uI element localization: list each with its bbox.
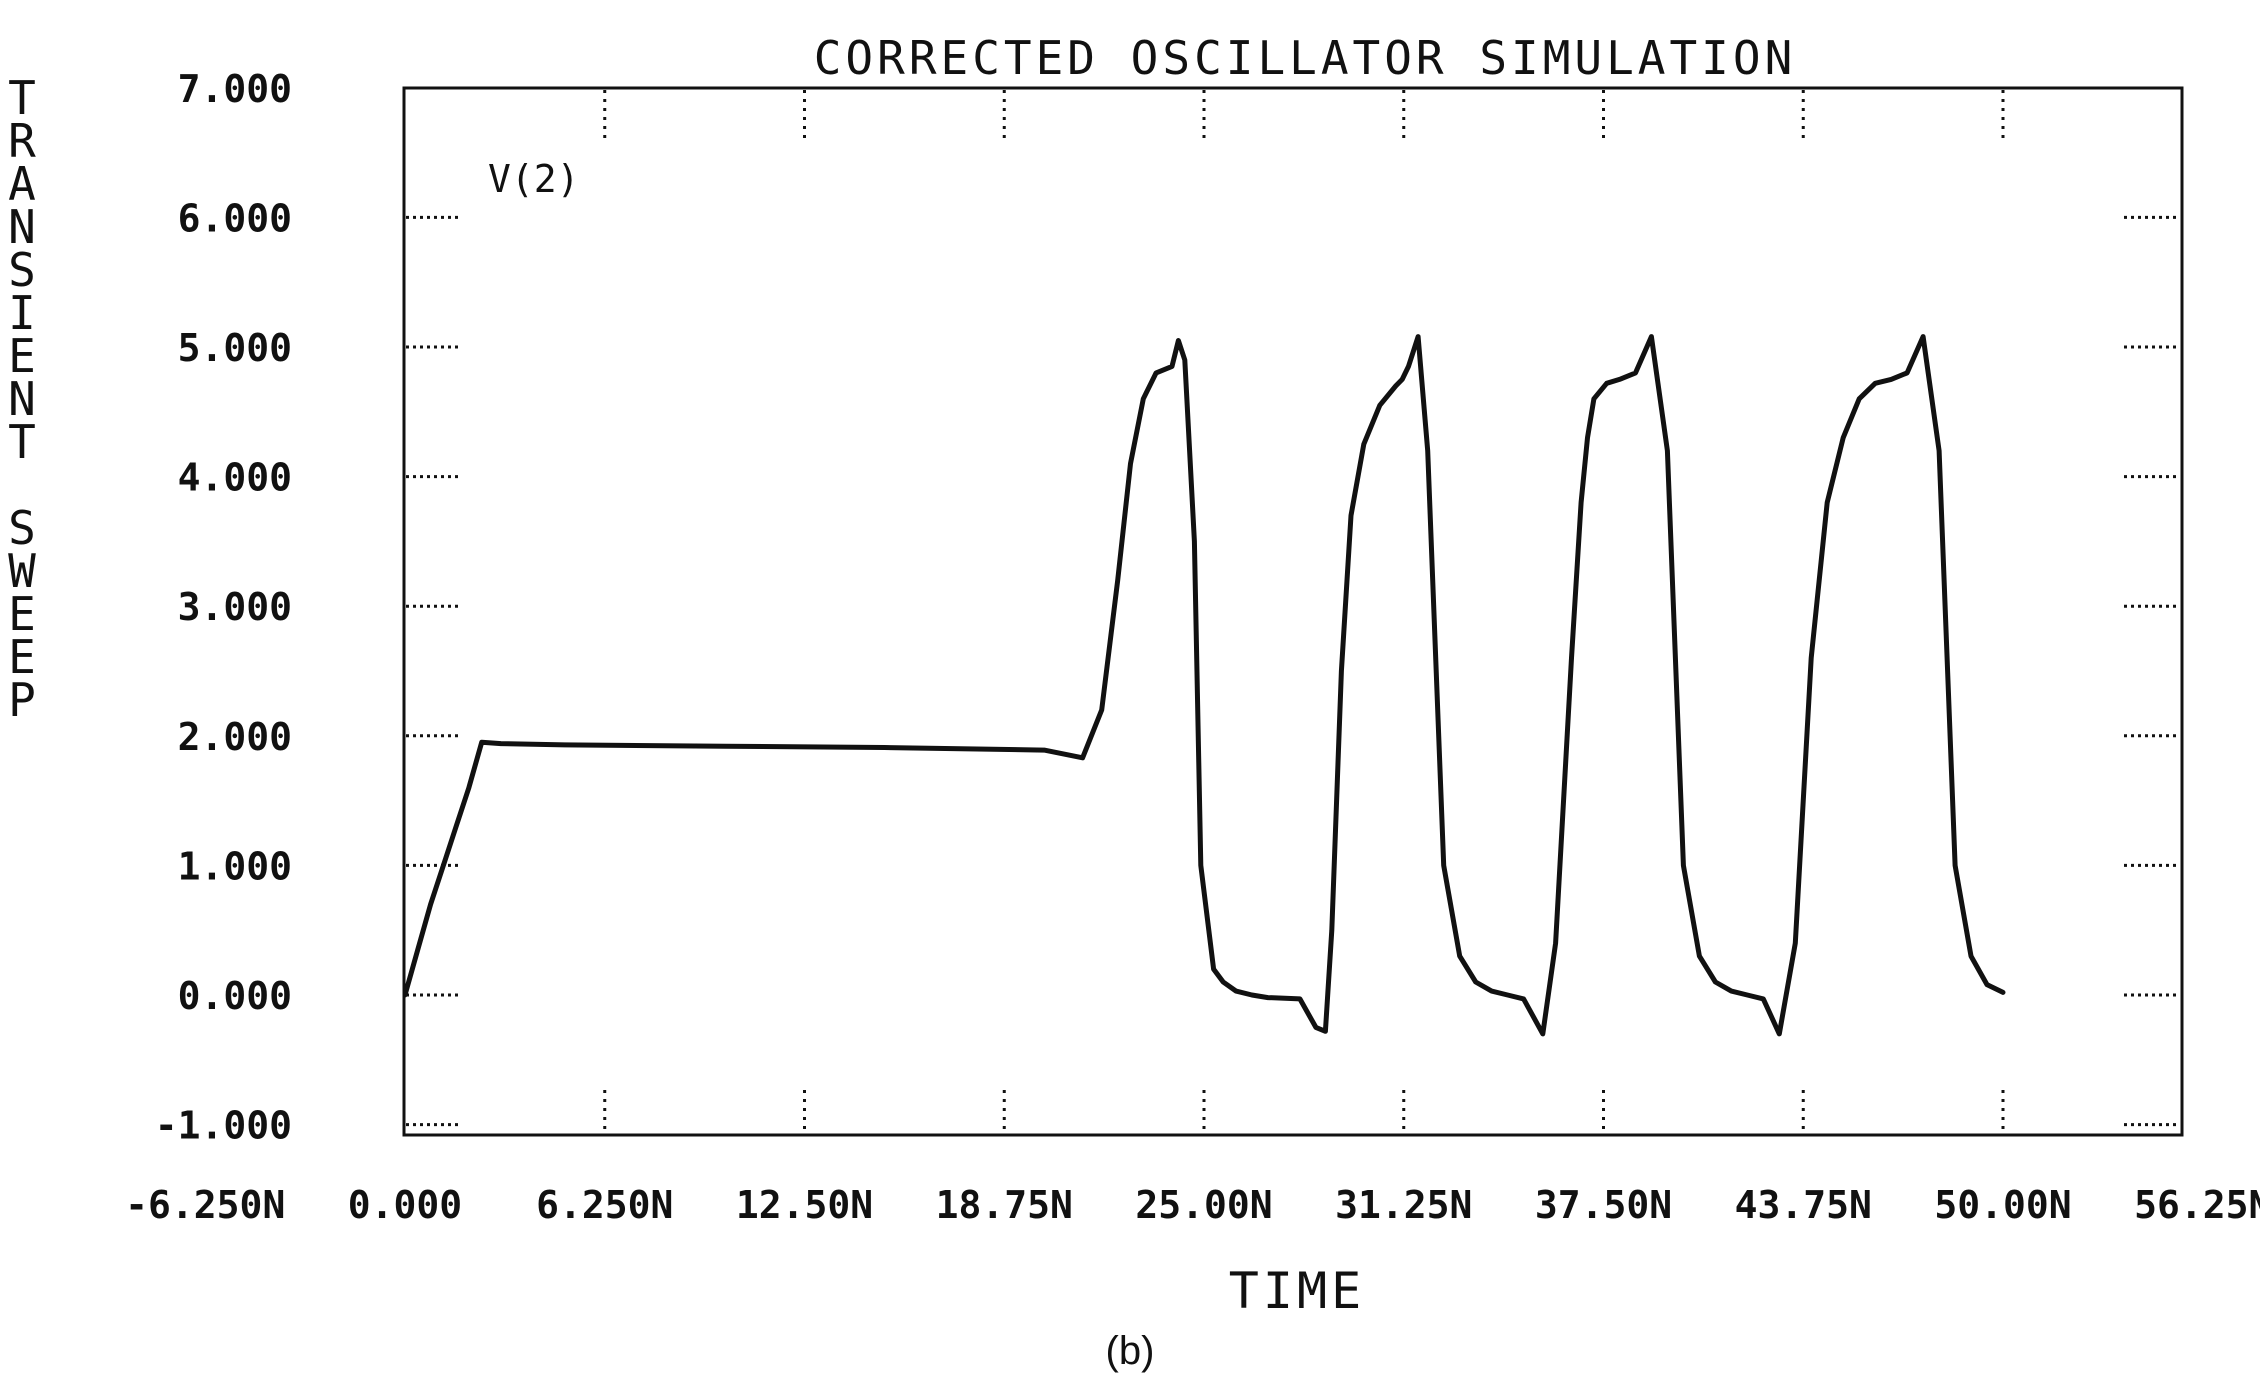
- y-axis-label-char-11: W: [8, 544, 36, 598]
- plot-frame: [402, 86, 2184, 1137]
- y-tick-label-8: 7.000: [178, 67, 292, 111]
- y-axis-label-char-4: S: [8, 243, 36, 297]
- y-axis-label-char-1: R: [8, 114, 36, 168]
- y-tick-label-4: 3.000: [178, 585, 292, 629]
- x-axis-tick-labels: -6.250N 0.000 6.250N 12.50N 18.75N 25.00N 31.2…: [125, 1183, 2260, 1227]
- series-line-0: [402, 334, 2006, 1037]
- x-tick-label-2: 6.250N: [536, 1183, 673, 1227]
- series-label: V(2): [488, 157, 580, 201]
- y-tick-label-7: 6.000: [178, 196, 292, 240]
- x-tick-label-4: 18.75N: [936, 1183, 1073, 1227]
- y-axis-label-char-6: E: [8, 329, 36, 383]
- y-tick-label-5: 4.000: [178, 456, 292, 500]
- x-tick-label-3: 12.50N: [736, 1183, 873, 1227]
- x-axis-label: TIME: [1229, 1262, 1365, 1320]
- y-axis-label-char-13: E: [8, 630, 36, 684]
- y-tick-label-2: 1.000: [178, 844, 292, 888]
- x-tick-label-1: 0.000: [348, 1183, 462, 1227]
- y-axis-label-char-10: S: [8, 501, 36, 555]
- y-axis-label-char-3: N: [8, 200, 36, 254]
- x-axis-ticks: [603, 90, 2005, 1133]
- y-axis-label-char-2: A: [8, 157, 36, 211]
- figure-caption: (b): [1106, 1329, 1155, 1373]
- x-tick-label-8: 43.75N: [1735, 1183, 1872, 1227]
- x-tick-label-5: 25.00N: [1135, 1183, 1272, 1227]
- x-tick-label-0: -6.250N: [125, 1183, 285, 1227]
- y-axis-ticks: [406, 215, 2180, 1127]
- series-group: [402, 334, 2006, 1037]
- y-tick-label-6: 5.000: [178, 326, 292, 370]
- x-tick-label-6: 31.25N: [1335, 1183, 1472, 1227]
- y-axis-label-char-0: T: [8, 71, 36, 125]
- y-tick-label-3: 2.000: [178, 715, 292, 759]
- x-tick-label-9: 50.00N: [1934, 1183, 2071, 1227]
- x-tick-label-10: 56.25N: [2134, 1183, 2260, 1227]
- y-tick-label-0: -1.000: [155, 1104, 292, 1148]
- y-axis-tick-labels: -1.000 0.000 1.000 2.000 3.000 4.000 5.000 6.00…: [155, 67, 292, 1148]
- y-axis-label-char-14: P: [8, 673, 36, 727]
- y-axis-label-char-7: N: [8, 372, 36, 426]
- y-axis-label-char-8: T: [8, 415, 36, 469]
- y-tick-label-1: 0.000: [178, 974, 292, 1018]
- y-axis-label-char-5: I: [8, 286, 36, 340]
- chart-title: CORRECTED OSCILLATOR SIMULATION: [814, 31, 1797, 85]
- x-tick-label-7: 37.50N: [1535, 1183, 1672, 1227]
- y-axis-label-char-12: E: [8, 587, 36, 641]
